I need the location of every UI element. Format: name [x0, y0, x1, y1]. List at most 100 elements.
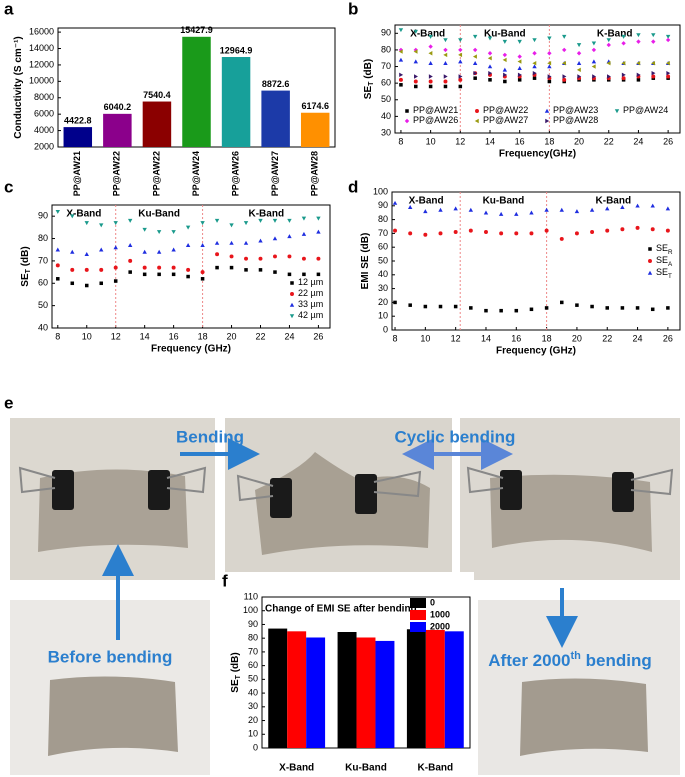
marker — [621, 41, 626, 46]
y-axis-title: EMI SE (dB) — [360, 233, 371, 290]
value-label: 7540.4 — [143, 90, 171, 100]
bar — [356, 637, 376, 748]
y-tick-label: 14000 — [29, 43, 54, 53]
marker — [576, 51, 582, 56]
x-tick-label: PP@AW21 — [72, 151, 82, 196]
marker — [171, 247, 176, 252]
bar — [406, 629, 426, 748]
x-tick-label: 20 — [574, 136, 584, 146]
marker — [517, 59, 522, 64]
marker — [453, 230, 458, 235]
marker — [142, 227, 147, 232]
marker — [575, 303, 579, 307]
legend-label: 42 µm — [298, 310, 323, 320]
marker — [651, 33, 656, 38]
marker — [589, 207, 595, 212]
legend-swatch — [410, 610, 426, 620]
marker — [438, 231, 443, 236]
marker — [258, 256, 263, 261]
band-label: Ku-Band — [484, 29, 526, 40]
marker — [648, 247, 652, 251]
marker — [502, 52, 508, 58]
y-tick-label: 60 — [381, 78, 391, 88]
y-tick-label: 70 — [381, 61, 391, 71]
marker — [483, 210, 489, 215]
legend-label: PP@AW23 — [553, 105, 598, 115]
text-part: SE — [656, 267, 668, 277]
marker — [636, 61, 641, 66]
text-part: (dB) — [230, 652, 241, 675]
x-tick-label: 24 — [633, 333, 643, 343]
marker — [517, 54, 522, 59]
marker — [458, 38, 463, 43]
marker — [605, 306, 610, 310]
y-axis-title: Conductivity (S cm⁻¹) — [13, 36, 24, 139]
marker — [606, 42, 611, 48]
marker — [458, 52, 463, 58]
marker — [665, 34, 671, 39]
marker — [591, 41, 597, 46]
marker — [502, 67, 508, 72]
marker — [651, 39, 656, 44]
y-tick-label: 90 — [248, 619, 258, 629]
marker — [398, 49, 403, 54]
marker — [544, 306, 549, 310]
x-tick-label: PP@AW22 — [112, 151, 122, 196]
y-tick-label: 50 — [381, 94, 391, 104]
marker — [514, 231, 519, 236]
marker — [651, 74, 656, 79]
marker — [229, 254, 234, 259]
marker — [453, 304, 458, 309]
band-label: Ku-Band — [138, 209, 180, 220]
text-part: SE — [20, 273, 31, 287]
marker — [70, 249, 75, 254]
y-tick-label: 40 — [378, 269, 388, 279]
marker — [316, 272, 321, 277]
x-axis-title: Frequency (GHz) — [151, 344, 231, 355]
x-tick-label: K-Band — [418, 763, 454, 774]
marker — [84, 221, 89, 226]
y-tick-label: 50 — [248, 674, 258, 684]
text-part: Conductivity (S cm⁻¹) — [13, 36, 24, 139]
marker — [443, 52, 448, 58]
y-axis-title: SET (dB) — [20, 246, 32, 286]
x-tick-label: 22 — [604, 136, 614, 146]
text-part: SE — [230, 679, 241, 693]
marker — [272, 218, 278, 223]
marker — [529, 307, 534, 312]
marker — [287, 254, 292, 259]
marker — [488, 70, 493, 76]
marker — [503, 72, 508, 78]
marker — [289, 314, 295, 319]
marker — [55, 209, 60, 214]
marker — [99, 247, 104, 252]
marker — [487, 56, 492, 61]
x-tick-label: PP@AW22 — [151, 151, 161, 196]
y-tick-label: 10000 — [29, 76, 54, 86]
marker — [301, 216, 307, 221]
x-tick-label: 24 — [284, 331, 294, 341]
marker — [438, 304, 443, 309]
marker — [547, 61, 552, 66]
marker — [408, 303, 412, 307]
marker — [214, 218, 220, 223]
marker — [666, 74, 671, 79]
marker — [200, 270, 205, 275]
marker — [562, 74, 567, 79]
panel-label: c — [4, 177, 13, 196]
x-tick-label: 20 — [572, 333, 582, 343]
marker — [576, 61, 582, 65]
marker — [665, 61, 670, 66]
marker — [559, 236, 564, 241]
marker — [487, 36, 493, 41]
x-tick-label: 22 — [255, 331, 265, 341]
marker — [517, 39, 522, 44]
x-tick-label: PP@AW24 — [191, 151, 201, 196]
text-part: (dB) — [363, 59, 374, 82]
marker — [529, 231, 534, 236]
marker — [487, 64, 493, 69]
x-tick-label: 8 — [393, 333, 398, 343]
marker — [665, 228, 670, 233]
y-tick-label: 110 — [244, 591, 258, 601]
marker — [468, 207, 474, 212]
